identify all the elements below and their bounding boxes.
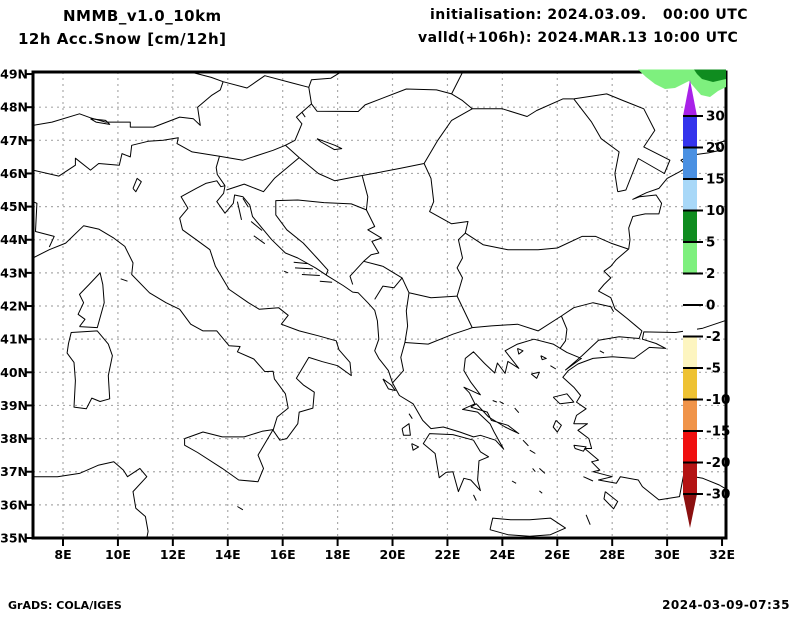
variable-title: 12h Acc.Snow [cm/12h] bbox=[18, 30, 227, 48]
y-axis-tick-label: 36N bbox=[0, 497, 28, 512]
axis-ticks bbox=[25, 73, 724, 546]
initialisation-time: initialisation: 2024.03.09. 00:00 UTC bbox=[430, 7, 749, 23]
axis-labels: 8E 10E 12E 14E 16E 18E 20E 22E 24E 26E 28E 30E 32E 35… bbox=[0, 67, 735, 562]
x-axis-tick-label: 28E bbox=[599, 547, 625, 562]
colorbar-segment bbox=[683, 147, 697, 179]
colorbar-arrow-above bbox=[683, 80, 697, 116]
plot-timestamp: 2024-03-09-07:35 bbox=[662, 598, 790, 612]
y-axis-tick-label: 43N bbox=[0, 265, 28, 280]
x-axis-tick-label: 12E bbox=[160, 547, 186, 562]
x-axis-tick-label: 30E bbox=[654, 547, 680, 562]
colorbar-segment bbox=[683, 462, 697, 494]
colorbar-segment bbox=[683, 210, 697, 242]
colorbar-tick-label: 5 bbox=[706, 235, 715, 251]
y-axis-tick-label: 37N bbox=[0, 464, 28, 479]
colorbar-tick-label: -2 bbox=[706, 329, 721, 345]
colorbar-tick-label: 10 bbox=[706, 203, 725, 219]
model-title: NMMB_v1.0_10km bbox=[63, 7, 222, 25]
x-axis-tick-label: 16E bbox=[270, 547, 296, 562]
colorbar-segment bbox=[683, 368, 697, 400]
x-axis-tick-label: 22E bbox=[434, 547, 460, 562]
y-axis-tick-label: 35N bbox=[0, 531, 28, 546]
coastlines bbox=[33, 140, 726, 538]
snow-shading bbox=[638, 69, 726, 97]
x-axis-tick-label: 18E bbox=[325, 547, 351, 562]
y-axis-tick-label: 46N bbox=[0, 166, 28, 181]
y-axis-tick-label: 38N bbox=[0, 431, 28, 446]
snow-region-dark bbox=[694, 69, 726, 82]
colorbar-tick-label: 30 bbox=[706, 109, 725, 125]
y-axis-tick-label: 42N bbox=[0, 299, 28, 314]
map-frame bbox=[31, 70, 728, 540]
x-axis-tick-label: 8E bbox=[54, 547, 71, 562]
colorbar-segment bbox=[683, 273, 697, 305]
colorbar-segment bbox=[683, 179, 697, 211]
colorbar-segment bbox=[683, 399, 697, 431]
x-axis-tick-label: 26E bbox=[544, 547, 570, 562]
x-axis-tick-label: 20E bbox=[380, 547, 406, 562]
colorbar-tick-label: 20 bbox=[706, 140, 725, 156]
colorbar-tick-label: -30 bbox=[706, 487, 730, 503]
y-axis-tick-label: 41N bbox=[0, 332, 28, 347]
grads-credit: GrADS: COLA/IGES bbox=[8, 599, 122, 612]
colorbar-tick-label: 2 bbox=[706, 266, 715, 282]
x-axis-tick-label: 32E bbox=[709, 547, 735, 562]
colorbar-tick-label: -10 bbox=[706, 392, 730, 408]
colorbar-tick-label: 15 bbox=[706, 172, 725, 188]
y-axis-tick-label: 47N bbox=[0, 133, 28, 148]
y-axis-tick-label: 45N bbox=[0, 199, 28, 214]
colorbar-tick-label: 0 bbox=[706, 298, 715, 314]
y-axis-tick-label: 39N bbox=[0, 398, 28, 413]
colorbar-segment bbox=[683, 431, 697, 463]
valid-time: valld(+106h): 2024.MAR.13 10:00 UTC bbox=[418, 30, 739, 46]
x-axis-tick-label: 10E bbox=[105, 547, 131, 562]
colorbar-segment bbox=[683, 336, 697, 368]
x-axis-tick-label: 14E bbox=[215, 547, 241, 562]
colorbar-segment bbox=[683, 305, 697, 337]
colorbar-segment bbox=[683, 116, 697, 148]
y-axis-tick-label: 44N bbox=[0, 232, 28, 247]
colorbar-tick-label: -15 bbox=[706, 424, 730, 440]
colorbar-tick-label: -5 bbox=[706, 361, 721, 377]
y-axis-tick-label: 49N bbox=[0, 67, 28, 82]
x-axis-tick-label: 24E bbox=[489, 547, 515, 562]
y-axis-tick-label: 40N bbox=[0, 365, 28, 380]
country-borders bbox=[33, 72, 671, 384]
lat-lon-grid bbox=[33, 72, 726, 538]
colorbar-segment bbox=[683, 242, 697, 274]
y-axis-tick-label: 48N bbox=[0, 100, 28, 115]
colorbar-arrow-below bbox=[683, 494, 697, 528]
colorbar-tick-label: -20 bbox=[706, 455, 730, 471]
